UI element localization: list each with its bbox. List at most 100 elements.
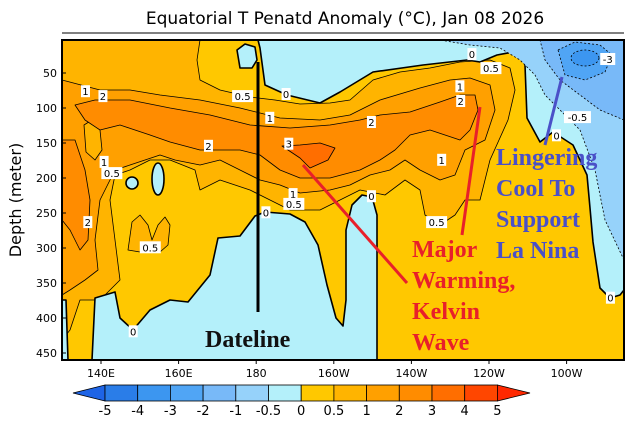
region-3-to-4: [281, 142, 336, 169]
warming-annotation-line: Major: [412, 237, 478, 263]
contour-label: 1: [457, 82, 463, 93]
contour-label: 0.5: [104, 169, 120, 180]
region-2-to-3-west: [62, 139, 91, 251]
x-tick-label: 100W: [551, 367, 583, 380]
dateline-label: Dateline: [205, 327, 291, 353]
y-tick-label: 200: [36, 172, 57, 185]
contour-label-box: [203, 139, 213, 152]
chart-title: Equatorial T Penatd Anomaly (°C), Jan 08…: [146, 9, 544, 29]
contour-label-box: [437, 153, 447, 166]
x-tick-label: 140E: [87, 367, 115, 380]
y-tick-label: 450: [36, 347, 57, 360]
contour-label: 0: [283, 90, 289, 101]
cool-pointer: [543, 76, 564, 146]
contour-label-box: [128, 325, 138, 338]
region-2-to-3: [74, 94, 479, 179]
y-tick-label: 300: [36, 242, 57, 255]
contour-label: 1: [267, 114, 273, 125]
contour-label-box: [366, 116, 376, 128]
contour-label-box: [467, 48, 477, 61]
y-tick-label: 350: [36, 277, 57, 290]
contour-label: 1: [82, 87, 88, 98]
contour-label-box: [563, 111, 591, 124]
contour-label: 2: [368, 118, 374, 129]
warming-pointer: [460, 106, 482, 236]
contour-label: 3: [286, 140, 292, 151]
region-below-0-west: [62, 299, 69, 360]
region-below-0-pocket: [125, 176, 139, 190]
region-minus-3: [570, 49, 600, 67]
warming-pointer: [301, 164, 409, 284]
contour-label-box: [83, 216, 93, 229]
contour-label: -3: [603, 55, 613, 66]
contour-label: 1: [290, 190, 296, 201]
colorbar-arrow-low: [72, 384, 106, 402]
contour-label-box: [99, 155, 109, 168]
colorbar-box: [398, 384, 433, 402]
contour-label-box: [605, 291, 615, 304]
contour-label-box: [283, 197, 305, 210]
x-tick-label: 140W: [395, 367, 427, 380]
contour-label-box: [265, 111, 275, 124]
y-tick-label: 150: [36, 137, 57, 150]
contour-label-box: [288, 188, 298, 201]
contour-label-box: [80, 85, 90, 98]
cool-annotation-line: Cool To: [496, 176, 575, 202]
y-tick-label: 250: [36, 207, 57, 220]
warming-annotation-line: Kelvin: [412, 299, 480, 325]
contour-label-box: [456, 95, 466, 107]
colorbar: -5 -4 -3 -2 -1 -0.5 0 0.5 1 2 3 4 5: [72, 384, 531, 419]
contour-label-box: [552, 129, 562, 142]
contour-label: 0.5: [483, 64, 499, 75]
contour-label-box: [426, 216, 448, 229]
contour-label: -0.5: [568, 113, 588, 124]
contour-label-box: [455, 80, 465, 93]
colorbar-box: [202, 384, 237, 402]
x-tick-label: 160W: [318, 367, 350, 380]
colorbar-label: 4: [461, 404, 469, 419]
contour-label: 0: [130, 327, 136, 338]
colorbar-arrow-high: [496, 384, 531, 402]
region-below-0-blob: [236, 43, 258, 69]
cool-annotation-line: Support: [496, 207, 580, 233]
contour-label: 0: [553, 131, 559, 142]
filled-contours: [62, 40, 624, 360]
y-axis-label: Depth (meter): [6, 143, 25, 257]
contour-label-box: [139, 241, 161, 254]
contour-label: 2: [100, 92, 106, 103]
cool-annotation-line: La Nina: [496, 238, 579, 264]
contour-label: 2: [457, 97, 463, 108]
contour-label: 0.5: [429, 218, 445, 229]
warming-annotation-line: Warming,: [412, 268, 515, 294]
colorbar-box: [464, 384, 498, 402]
x-tick-label: 180: [246, 367, 267, 380]
y-tick-label: 100: [36, 102, 57, 115]
region-below-0-pocket: [151, 162, 165, 196]
contour-label: 0.5: [142, 243, 158, 254]
contour-label: 1: [438, 156, 444, 167]
colorbar-label: -4: [131, 404, 144, 419]
contour-label: 0.5: [286, 200, 302, 211]
y-tick-label: 50: [43, 67, 57, 80]
contour-label-box: [281, 88, 291, 100]
colorbar-label: 5: [493, 404, 501, 419]
colorbar-label: 2: [395, 404, 403, 419]
region-below-0-deep: [91, 194, 378, 360]
contour-label: 0: [368, 192, 374, 203]
cool-annotation-line: Lingering: [496, 145, 597, 171]
contour-label-box: [232, 90, 254, 103]
contour-label: 0: [263, 208, 269, 219]
colorbar-box: [235, 384, 269, 402]
contour-label: 0: [607, 294, 613, 305]
warming-annotation-line: Wave: [412, 330, 470, 356]
x-tick-label: 160E: [165, 367, 193, 380]
colorbar-box: [104, 384, 139, 402]
contour-label-box: [600, 53, 616, 65]
colorbar-box: [169, 384, 204, 402]
contour-label-box: [480, 62, 502, 75]
colorbar-box: [333, 384, 367, 402]
colorbar-label: -2: [197, 404, 210, 419]
contour-label-box: [366, 190, 376, 203]
